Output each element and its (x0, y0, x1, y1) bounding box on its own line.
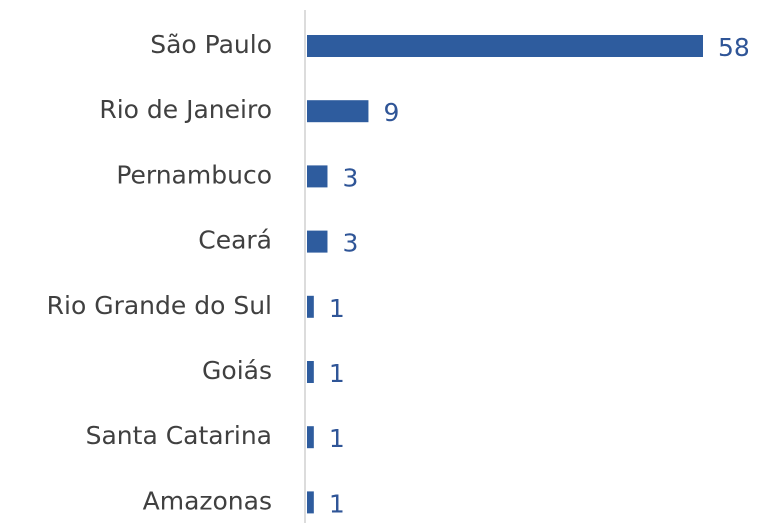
bar (307, 165, 328, 188)
value-label: 1 (329, 489, 345, 518)
value-label: 3 (342, 163, 358, 192)
category-label: São Paulo (150, 30, 272, 59)
category-label: Goiás (202, 356, 272, 385)
category-label: Amazonas (143, 486, 272, 515)
value-label: 3 (342, 229, 358, 258)
bar (307, 491, 314, 514)
category-label: Santa Catarina (86, 421, 272, 450)
value-label: 1 (329, 294, 345, 323)
value-label: 9 (383, 98, 399, 127)
category-label: Pernambuco (116, 160, 272, 189)
bar (307, 361, 314, 383)
category-label: Rio Grande do Sul (47, 291, 272, 320)
value-label: 1 (329, 424, 345, 453)
bar (307, 295, 314, 318)
bar (307, 35, 703, 57)
bar (307, 100, 369, 123)
bar (307, 426, 314, 449)
bar (307, 230, 328, 253)
value-label: 58 (718, 33, 750, 62)
category-label: Ceará (198, 226, 272, 255)
category-label: Rio de Janeiro (99, 95, 272, 124)
value-label: 1 (329, 359, 345, 388)
